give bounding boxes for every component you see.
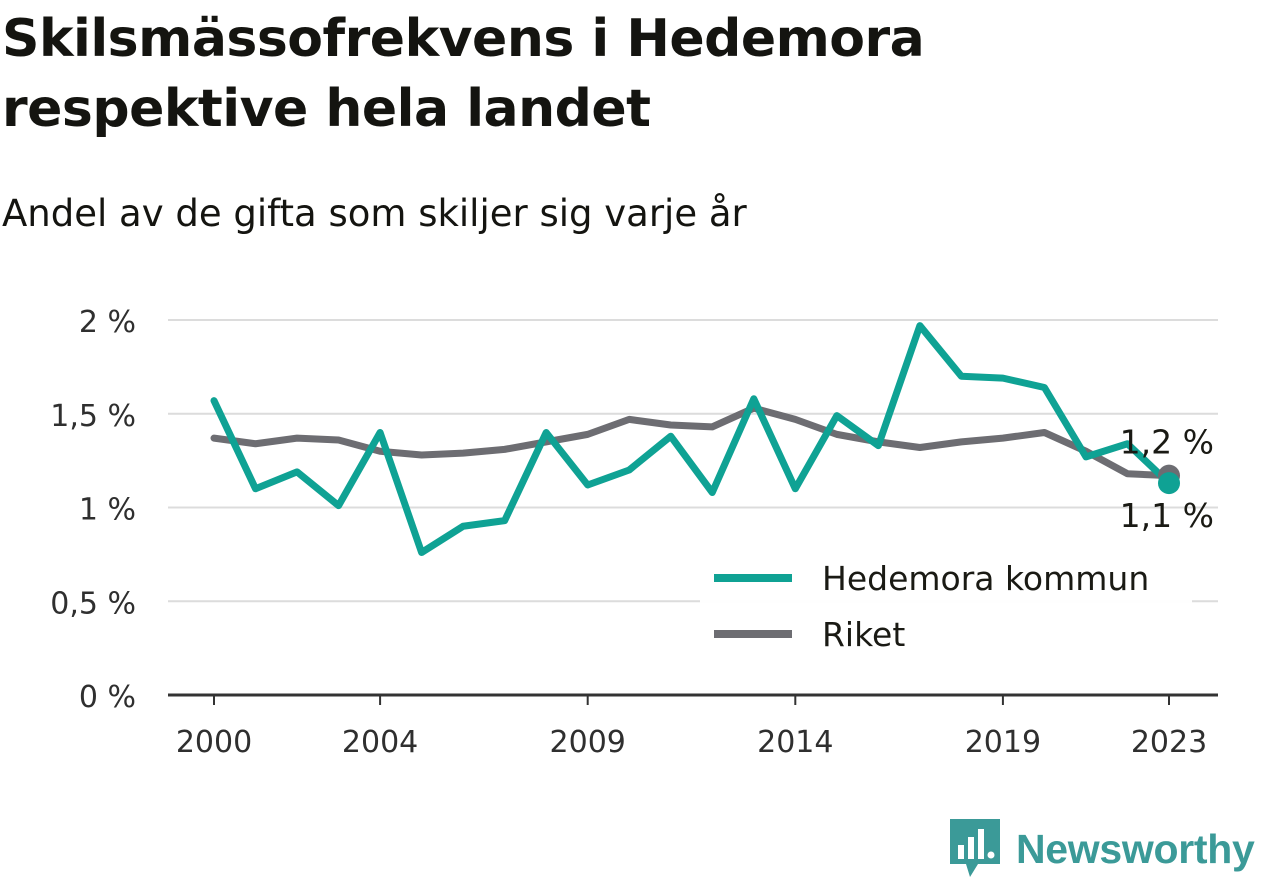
brand-name: Newsworthy <box>1016 825 1255 872</box>
legend-label-hedemora: Hedemora kommun <box>822 559 1149 598</box>
y-tick-label: 1 % <box>79 493 136 528</box>
legend-background <box>700 548 1192 668</box>
x-tick-label: 2009 <box>550 725 626 760</box>
x-tick-label: 2004 <box>342 725 418 760</box>
hedemora-end-marker <box>1158 472 1180 495</box>
hedemora-series-line <box>210 322 1173 556</box>
legend-label-riket: Riket <box>822 615 905 654</box>
chart-title: Skilsmässofrekvens i Hedemora respektive… <box>2 9 925 139</box>
chart-subtitle: Andel av de gifta som skiljer sig varje … <box>2 192 747 235</box>
x-tick-label: 2019 <box>965 725 1041 760</box>
y-tick-label: 1,5 % <box>50 399 136 434</box>
y-tick-label: 0,5 % <box>50 586 136 621</box>
x-tick-label: 2023 <box>1131 725 1207 760</box>
hedemora-end-label: 1,1 % <box>1120 496 1214 535</box>
x-tick-label: 2000 <box>176 725 252 760</box>
x-tick-label: 2014 <box>757 725 833 760</box>
y-tick-label: 0 % <box>79 680 136 715</box>
riket-end-label: 1,2 % <box>1120 423 1214 462</box>
newsworthy-logo-icon <box>950 819 1000 877</box>
newsworthy-logo: Newsworthy <box>950 818 1255 880</box>
y-tick-label: 2 % <box>79 305 136 340</box>
